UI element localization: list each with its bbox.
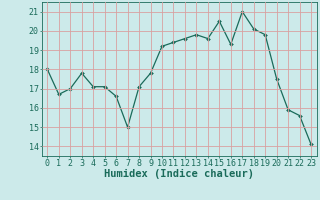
X-axis label: Humidex (Indice chaleur): Humidex (Indice chaleur)	[104, 169, 254, 179]
